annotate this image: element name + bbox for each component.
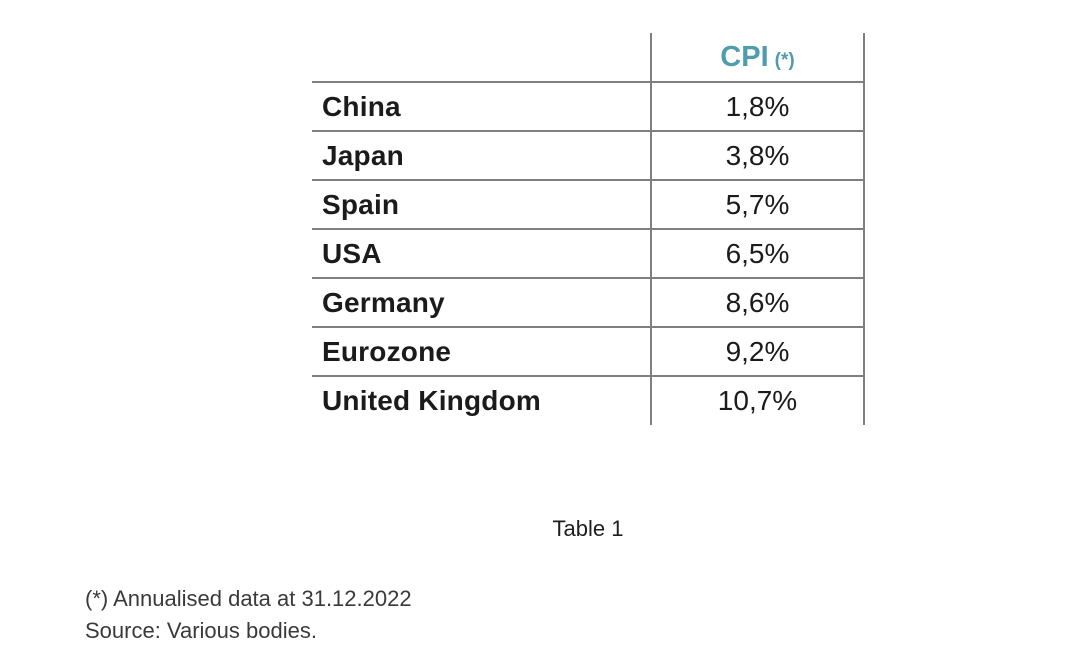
table-row: Germany 8,6% bbox=[312, 278, 865, 328]
footnotes-block: (*) Annualised data at 31.12.2022 Source… bbox=[85, 583, 412, 647]
footnote-source: Source: Various bodies. bbox=[85, 618, 317, 643]
country-cell: China bbox=[312, 82, 651, 132]
country-cell: United Kingdom bbox=[322, 385, 541, 416]
cpi-header-label: CPI bbox=[720, 40, 769, 73]
value-cell: 8,6% bbox=[650, 278, 865, 328]
header-row: CPI (*) bbox=[312, 33, 865, 83]
table-row: Spain 5,7% bbox=[312, 180, 865, 230]
country-cell: Eurozone bbox=[312, 327, 651, 377]
cpi-column-header: CPI (*) bbox=[650, 33, 865, 83]
table-row: China 1,8% bbox=[312, 82, 865, 132]
value-cell: 6,5% bbox=[650, 229, 865, 279]
table-row: United Kingdom 10,7% bbox=[312, 376, 865, 425]
country-cell: Germany bbox=[312, 278, 651, 328]
value-cell: 9,2% bbox=[650, 327, 865, 377]
country-cell: USA bbox=[312, 229, 651, 279]
header-empty-cell bbox=[312, 33, 651, 83]
table-row: Japan 3,8% bbox=[312, 131, 865, 181]
country-cell: Japan bbox=[312, 131, 651, 181]
footnote-annualised-data: (*) Annualised data at 31.12.2022 bbox=[85, 586, 412, 611]
value-cell: 1,8% bbox=[650, 82, 865, 132]
table-row: Eurozone 9,2% bbox=[312, 327, 865, 377]
value-cell: 10,7% bbox=[650, 376, 865, 425]
value-cell: 5,7% bbox=[650, 180, 865, 230]
cpi-table: CPI (*) China 1,8% Japan 3,8% Spain 5,7% … bbox=[312, 33, 865, 425]
value-cell: 3,8% bbox=[650, 131, 865, 181]
cpi-header-note-marker: (*) bbox=[774, 49, 795, 71]
table-caption: Table 1 bbox=[552, 516, 624, 541]
table-row: USA 6,5% bbox=[312, 229, 865, 279]
country-cell: Spain bbox=[312, 180, 651, 230]
